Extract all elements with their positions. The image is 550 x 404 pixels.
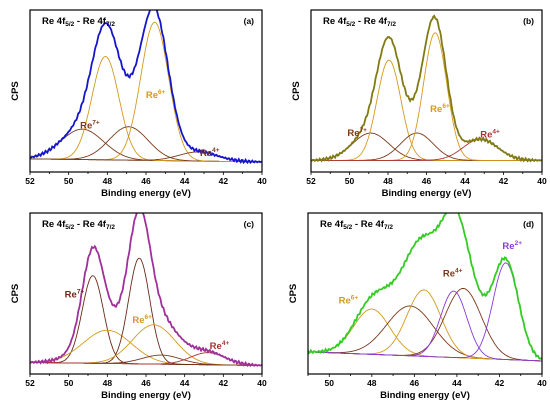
species-label: Re6+ <box>430 103 450 115</box>
x-tick-label: 46 <box>410 378 420 388</box>
component-peak-3 <box>30 257 262 366</box>
x-tick-label: 44 <box>460 176 470 186</box>
x-tick-label: 52 <box>25 176 35 186</box>
component-peak-6 <box>308 262 542 360</box>
panel-title: Re 4f5/2 - Re 4f7/2 <box>323 16 396 28</box>
x-tick-label: 42 <box>499 176 509 186</box>
x-tick-label: 50 <box>64 176 74 186</box>
x-tick-label: 40 <box>537 176 547 186</box>
x-tick-label: 50 <box>64 378 74 388</box>
component-peak-5 <box>30 151 262 163</box>
species-label: Re4+ <box>210 340 230 352</box>
x-tick-label: 40 <box>257 176 267 186</box>
plot-area <box>30 10 262 165</box>
component-peak-3 <box>311 132 542 161</box>
x-tick-label: 40 <box>537 378 547 388</box>
species-label: Re6+ <box>146 89 166 101</box>
species-label: Re7+ <box>65 289 85 301</box>
y-axis-label: CPS <box>288 284 299 304</box>
x-axis-label: Binding energy (eV) <box>101 188 191 199</box>
x-tick-label: 44 <box>452 378 462 388</box>
panel-letter: (a) <box>244 16 255 26</box>
species-label: Re6+ <box>0 0 10 3</box>
envelope-curve <box>30 10 262 165</box>
x-tick-label: 42 <box>219 176 229 186</box>
envelope-curve <box>308 213 542 360</box>
component-peak-2 <box>308 305 542 362</box>
species-label: Re6+ <box>339 295 359 307</box>
component-peak-1 <box>30 128 262 163</box>
species-label: Re2+ <box>502 240 522 252</box>
component-peak-2 <box>311 59 542 161</box>
x-tick-label: 52 <box>306 176 316 186</box>
x-tick-label: 46 <box>141 378 151 388</box>
component-peak-2 <box>30 56 262 163</box>
panel-title: Re 4f5/2 - Re 4f7/2 <box>42 16 115 28</box>
x-tick-label: 44 <box>180 176 190 186</box>
species-label: Re4+ <box>443 267 463 279</box>
species-label: Re7+ <box>347 127 367 139</box>
panel-letter: (b) <box>523 16 534 26</box>
x-tick-label: 40 <box>257 378 267 388</box>
envelope-curve <box>30 213 262 368</box>
x-tick-label: 48 <box>367 378 377 388</box>
x-tick-label: 50 <box>345 176 355 186</box>
x-tick-label: 48 <box>103 378 113 388</box>
plot-frame <box>310 9 543 173</box>
species-label: Re4+ <box>480 129 500 141</box>
panel-letter: (c) <box>244 219 255 229</box>
x-axis-label: Binding energy (eV) <box>380 390 470 401</box>
panel-title: Re 4f5/2 - Re 4f7/2 <box>320 219 393 231</box>
x-tick-label: 48 <box>383 176 393 186</box>
plot-area <box>30 213 262 368</box>
x-tick-label: 46 <box>422 176 432 186</box>
component-peak-3 <box>30 126 262 163</box>
x-tick-label: 44 <box>180 378 190 388</box>
x-tick-label: 52 <box>25 378 35 388</box>
x-axis-label: Binding energy (eV) <box>101 390 191 401</box>
plot-frame <box>307 212 543 375</box>
component-peak-4 <box>311 32 542 161</box>
species-label: Re4+ <box>200 147 220 159</box>
y-axis-label: CPS <box>10 81 21 101</box>
x-tick-label: 48 <box>103 176 113 186</box>
x-tick-label: 42 <box>495 378 505 388</box>
plot-area <box>311 14 542 163</box>
panel-title: Re 4f5/2 - Re 4f7/2 <box>42 219 115 231</box>
envelope-curve <box>311 14 542 163</box>
panel-b: 52 50 48 46 44 42 40 Binding energy (eV) CPS Re 4… <box>291 9 547 199</box>
x-axis-label: Binding energy (eV) <box>382 188 472 199</box>
y-axis-label: CPS <box>10 284 21 304</box>
panel-a: 52 50 48 46 44 42 40 Binding energy (eV) CPS Re 4… <box>0 0 267 199</box>
panel-d: 50 48 46 44 42 40 Binding energy (eV) CPS Re 4f5… <box>288 212 547 401</box>
species-label: Re7+ <box>80 119 100 131</box>
x-tick-label: 46 <box>141 176 151 186</box>
panel-letter: (d) <box>523 219 534 229</box>
x-tick-label: 50 <box>325 378 335 388</box>
x-tick-label: 42 <box>219 378 229 388</box>
species-label: Re6+ <box>132 314 152 326</box>
panel-c: 52 50 48 46 44 42 40 Binding energy (eV) CPS Re 4… <box>10 212 267 401</box>
y-axis-label: CPS <box>291 81 302 101</box>
plot-area <box>308 213 542 362</box>
